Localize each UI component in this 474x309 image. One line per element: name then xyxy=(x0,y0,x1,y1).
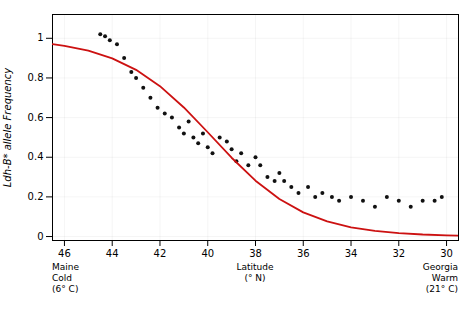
svg-text:0.8: 0.8 xyxy=(28,72,44,83)
svg-text:Ldh-B* allele Frequency: Ldh-B* allele Frequency xyxy=(2,67,13,188)
svg-text:42: 42 xyxy=(154,248,167,259)
svg-text:0.6: 0.6 xyxy=(28,112,44,123)
svg-text:1: 1 xyxy=(37,32,43,43)
svg-text:0.2: 0.2 xyxy=(28,191,44,202)
svg-text:46: 46 xyxy=(58,248,71,259)
svg-text:0: 0 xyxy=(37,231,43,242)
html-text:Latitude (° N): Latitude (° N) xyxy=(236,262,274,283)
svg-text:32: 32 xyxy=(392,248,405,259)
svg-text:44: 44 xyxy=(106,248,119,259)
html-text:Maine Cold (6° C): Maine Cold (6° C) xyxy=(52,262,79,294)
svg-text:38: 38 xyxy=(249,248,262,259)
html-text:Georgia Warm (21° C): Georgia Warm (21° C) xyxy=(422,262,458,294)
svg-text:34: 34 xyxy=(345,248,358,259)
svg-text:36: 36 xyxy=(297,248,310,259)
svg-text:40: 40 xyxy=(201,248,214,259)
svg-text:0.4: 0.4 xyxy=(28,151,44,162)
svg-text:30: 30 xyxy=(440,248,453,259)
